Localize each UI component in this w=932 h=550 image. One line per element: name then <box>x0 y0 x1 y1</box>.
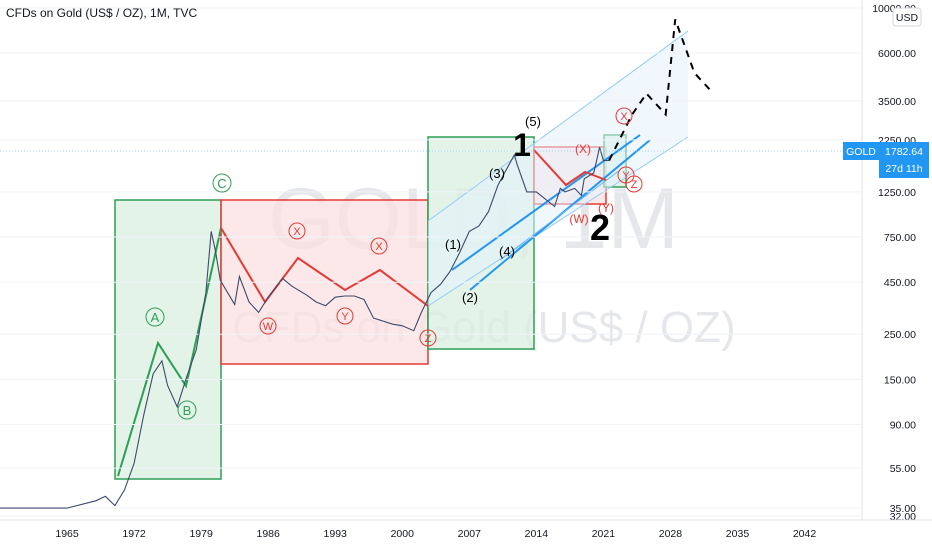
wave-c-label: C <box>217 176 226 191</box>
red-wave-line[interactable] <box>220 227 429 307</box>
time-tick-label: 2042 <box>793 528 817 540</box>
price-tick-label: 3500.00 <box>878 96 916 108</box>
wave-1-paren-label: (1) <box>445 237 461 252</box>
time-tick-label: 1986 <box>256 528 280 540</box>
wave-x3-label: X <box>620 111 628 123</box>
price-tick-label: 32.00 <box>890 511 916 523</box>
price-gridlines <box>0 7 862 517</box>
wave-c-circle[interactable] <box>212 173 232 193</box>
wave-x2-label: X <box>375 241 383 253</box>
currency-badge[interactable] <box>892 7 922 27</box>
wave-b-circle[interactable] <box>177 400 197 420</box>
wave-z-label: Z <box>425 333 432 345</box>
price-tag-symbol: GOLD <box>846 146 876 158</box>
wave-w-label: W <box>263 321 274 333</box>
wave-a-circle[interactable] <box>145 307 165 327</box>
price-tag-symbol-box <box>843 142 879 160</box>
channel-upper-line[interactable] <box>427 30 689 222</box>
wave-3-paren-label: (3) <box>489 166 505 181</box>
time-tick-label: 1979 <box>189 528 213 540</box>
time-tick-label: 2000 <box>391 528 415 540</box>
wave-w-circle[interactable] <box>259 317 277 335</box>
price-tick-label: 55.00 <box>890 463 916 475</box>
price-tick-label: 6000.00 <box>878 48 916 60</box>
wave-z2-label: Z <box>631 179 638 191</box>
time-tick-label: 1993 <box>324 528 348 540</box>
time-tick-label: 1965 <box>55 528 79 540</box>
wave-w-paren-label: (W) <box>569 212 588 226</box>
wave-x1-label: X <box>293 226 301 238</box>
wave-z-circle[interactable] <box>419 329 437 347</box>
wave-x-paren-label: (X) <box>575 142 591 156</box>
red-correction-line[interactable] <box>533 149 607 187</box>
time-tick-label: 2028 <box>659 528 683 540</box>
wave-z2-circle[interactable] <box>625 175 643 193</box>
trend-line-1[interactable] <box>451 134 641 271</box>
time-tick-label: 2035 <box>726 528 750 540</box>
currency-label: USD <box>896 12 919 24</box>
wave-big-1-label: 1 <box>513 127 531 163</box>
price-tick-label: 35.00 <box>890 503 916 515</box>
price-tick-label: 90.00 <box>890 420 916 432</box>
chart-title: CFDs on Gold (US$ / OZ), 1M, TVC <box>6 6 198 20</box>
time-axis: 1965 1972 1979 1986 1993 2000 2007 2014 2021 2028… <box>55 528 816 540</box>
wave-y-circle[interactable] <box>336 307 354 325</box>
wave-labels: A B C W X Y X Z (1) (2) (3) (4) (5) 1 2 … <box>145 107 643 420</box>
time-tick-label: 2007 <box>458 528 482 540</box>
price-tick-label: 150.00 <box>884 374 916 386</box>
price-tick-label: 1250.00 <box>878 187 916 199</box>
wave-4-paren-label: (4) <box>499 244 515 259</box>
price-axis: 10000.006000.003500.002250.001250.00750.… <box>872 3 916 523</box>
projection-line[interactable] <box>608 18 715 161</box>
time-tick-label: 2014 <box>525 528 549 540</box>
wave-y-label: Y <box>341 311 349 323</box>
wave-5-paren-label: (5) <box>525 114 541 129</box>
price-tick-label: 750.00 <box>884 232 916 244</box>
wave-y2-label: Y <box>622 170 630 182</box>
price-tick-label: 250.00 <box>884 329 916 341</box>
zone-abc-box[interactable] <box>114 199 222 480</box>
wave-x2-circle[interactable] <box>370 237 388 255</box>
time-tick-label: 1972 <box>122 528 146 540</box>
price-tag-value: 1782.64 <box>885 146 923 158</box>
price-tag-value-box <box>879 142 929 178</box>
trend-line-3[interactable] <box>499 169 621 261</box>
price-tick-label: 450.00 <box>884 277 916 289</box>
wave-x1-circle[interactable] <box>288 222 306 240</box>
price-series-line[interactable] <box>0 147 610 509</box>
wave-b-label: B <box>183 403 192 418</box>
time-tick-label: 2021 <box>592 528 616 540</box>
wave-x3-circle[interactable] <box>615 107 633 125</box>
wave-y-paren-label: (Y) <box>598 201 614 215</box>
channel-lower-line[interactable] <box>427 136 689 307</box>
price-tag-countdown: 27d 11h <box>885 163 922 175</box>
price-tag[interactable]: GOLD 1782.64 27d 11h <box>843 142 929 178</box>
wave-big-2-label: 2 <box>590 207 610 248</box>
wave-2-paren-label: (2) <box>462 290 478 305</box>
wave-a-label: A <box>151 310 160 325</box>
